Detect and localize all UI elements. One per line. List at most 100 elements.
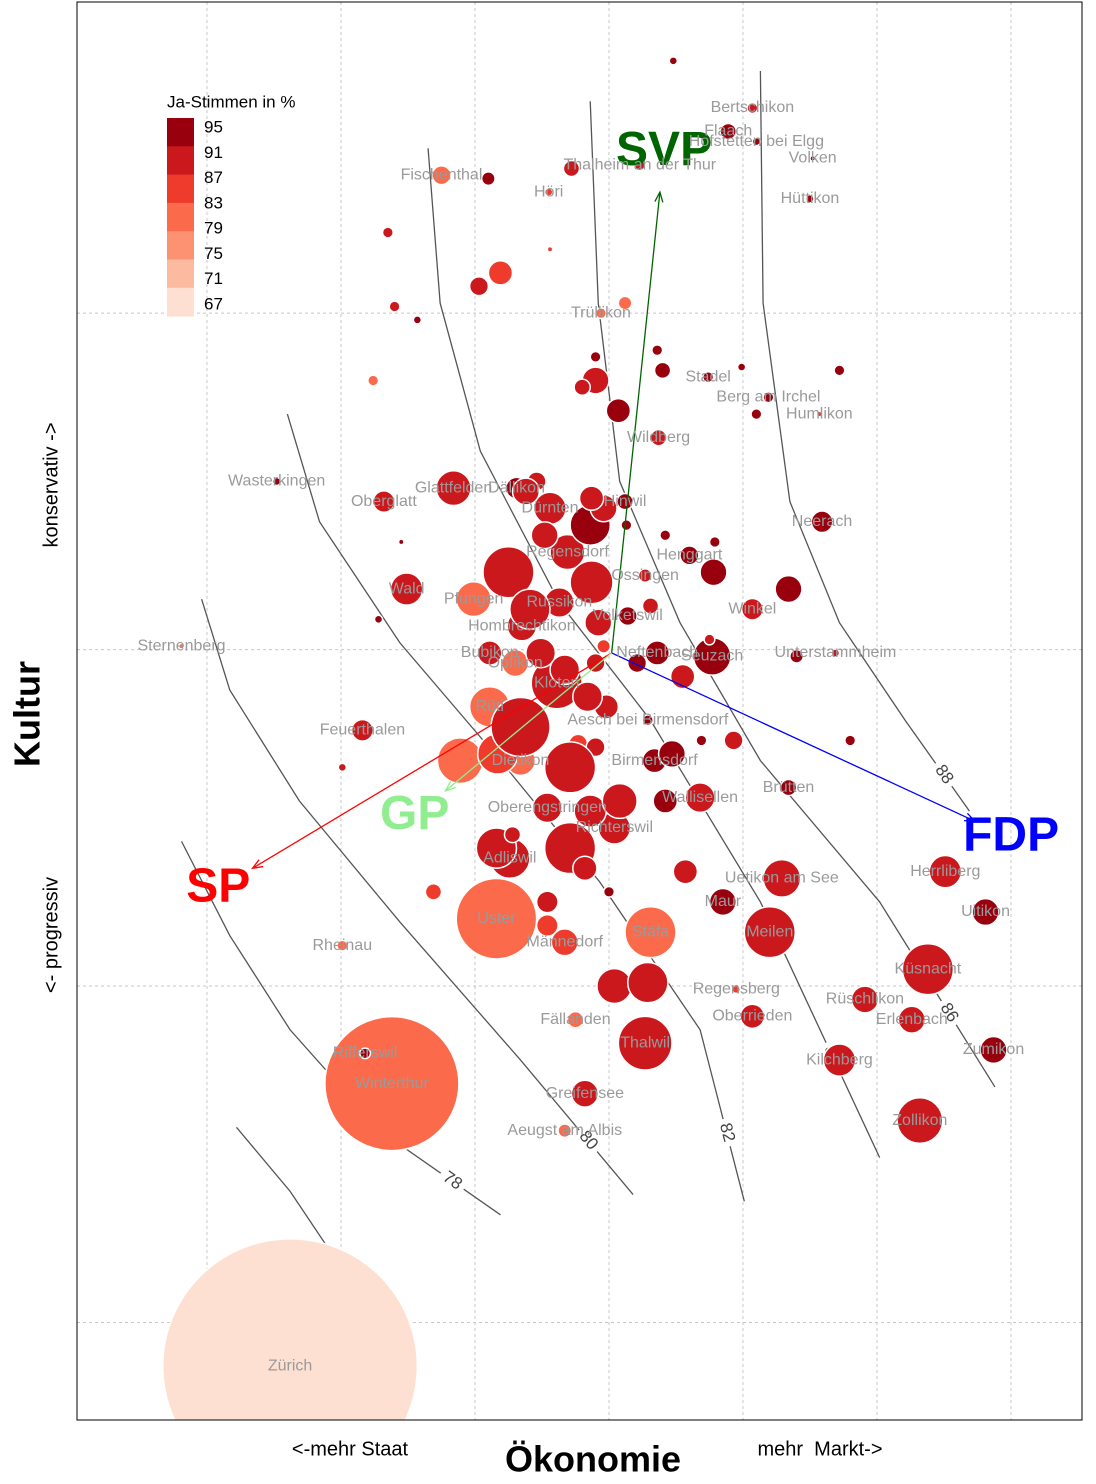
bubble (436, 737, 484, 785)
bubble (971, 897, 1000, 927)
bubble (324, 1015, 460, 1152)
bubble (572, 855, 598, 882)
contour-label-bg (434, 1164, 470, 1198)
contour-line (589, 101, 996, 1088)
legend-swatch (167, 231, 194, 260)
legend-swatch (167, 146, 194, 176)
point-label: Oberrieden (712, 1008, 792, 1025)
point-label: Winterthur (355, 1075, 429, 1092)
bubble (789, 648, 805, 664)
bubble (779, 778, 798, 797)
legend-title: Ja-Stimmen in % (167, 92, 295, 111)
bubble (525, 637, 557, 669)
bubble (578, 485, 605, 512)
bubble (271, 476, 282, 487)
legend-label: 71 (204, 269, 223, 288)
bubble (702, 370, 715, 384)
bubble (731, 984, 742, 995)
bubble (774, 574, 803, 604)
bubble (570, 1079, 600, 1108)
point-label: Ossingen (611, 567, 679, 584)
legend-label: 67 (204, 294, 223, 313)
bubble (617, 295, 633, 311)
legend-label: 75 (204, 244, 223, 263)
point-label: Küsnacht (895, 960, 962, 977)
point-label: Thalheim an der Thur (563, 156, 716, 173)
point-label: Kilchberg (806, 1051, 873, 1068)
bubble (372, 490, 396, 514)
bubble (455, 877, 538, 960)
bubble (723, 730, 744, 751)
bubble (337, 762, 348, 773)
bubble (620, 519, 633, 532)
bubble (530, 521, 559, 550)
bubble (626, 961, 669, 1004)
bubble (637, 568, 653, 584)
bubble (455, 580, 492, 618)
point-label: Berg am Irchel (716, 389, 820, 406)
bubble (719, 122, 738, 141)
bubble (652, 788, 679, 814)
point-labels: Zürich Winterthur Uster Thalwil Küsnacht Zoll… (137, 99, 1024, 1374)
arrow-shaft (252, 652, 612, 869)
point-label: Hombrechtikon (468, 617, 576, 634)
bubble (679, 545, 700, 566)
bubble (616, 492, 634, 511)
contour-label-bg (713, 1116, 740, 1149)
arrow-label: GP (380, 787, 449, 840)
point-label: Rüschlikon (826, 991, 904, 1008)
bubble (669, 663, 696, 690)
arrow-head (964, 812, 977, 822)
arrow-shaft (611, 192, 661, 654)
bubble (810, 510, 834, 534)
bubble (659, 529, 672, 542)
point-label: Wald (389, 580, 425, 597)
arrow-head (444, 781, 456, 793)
point-label: Opfikon (488, 654, 543, 671)
point-label: Neerach (792, 513, 852, 530)
bubble (736, 362, 747, 372)
point-label: Zollikon (892, 1112, 947, 1129)
point-label: Zürich (268, 1357, 312, 1374)
bubble (633, 159, 646, 172)
point-label: Dürnten (522, 500, 579, 517)
bubble (708, 887, 738, 917)
legend-label: 95 (204, 117, 223, 136)
legend: Ja-Stimmen in % 95 91 87 83 79 75 71 67 (167, 92, 295, 317)
x-left-label: <-mehr Staat (292, 1438, 409, 1460)
bubble (651, 344, 664, 357)
legend-swatch (167, 174, 194, 204)
bubble (750, 408, 763, 421)
bubble (850, 985, 880, 1014)
bubble (509, 588, 551, 631)
bubble (535, 890, 559, 914)
bubble (178, 642, 185, 650)
bubble (584, 608, 613, 637)
point-label: Thalwil (620, 1034, 670, 1051)
bubble (358, 1047, 372, 1060)
bubble (805, 194, 815, 204)
point-label: Aeugst am Albis (507, 1122, 622, 1139)
bubble (596, 638, 612, 654)
bubble (740, 597, 764, 621)
point-label: Meilen (746, 923, 793, 940)
point-label: Dietikon (492, 752, 550, 769)
bubble (672, 858, 699, 885)
bubble (435, 469, 472, 507)
x-right-label: mehr Markt-> (757, 1438, 882, 1460)
bubble (641, 597, 660, 615)
bubble (668, 56, 679, 66)
bubble (543, 741, 597, 794)
bubble (743, 905, 796, 959)
point-label: Uetikon am See (725, 870, 839, 887)
point-label: Uitikon (961, 903, 1010, 920)
point-label: Richterswil (576, 819, 653, 836)
bubble (751, 136, 762, 147)
bubble (503, 825, 522, 844)
bubble (389, 572, 424, 606)
bubble (649, 428, 668, 447)
point-label: Trüllikon (571, 304, 631, 321)
bubble (844, 734, 857, 747)
bubble (746, 101, 759, 115)
bubble (897, 1005, 926, 1034)
